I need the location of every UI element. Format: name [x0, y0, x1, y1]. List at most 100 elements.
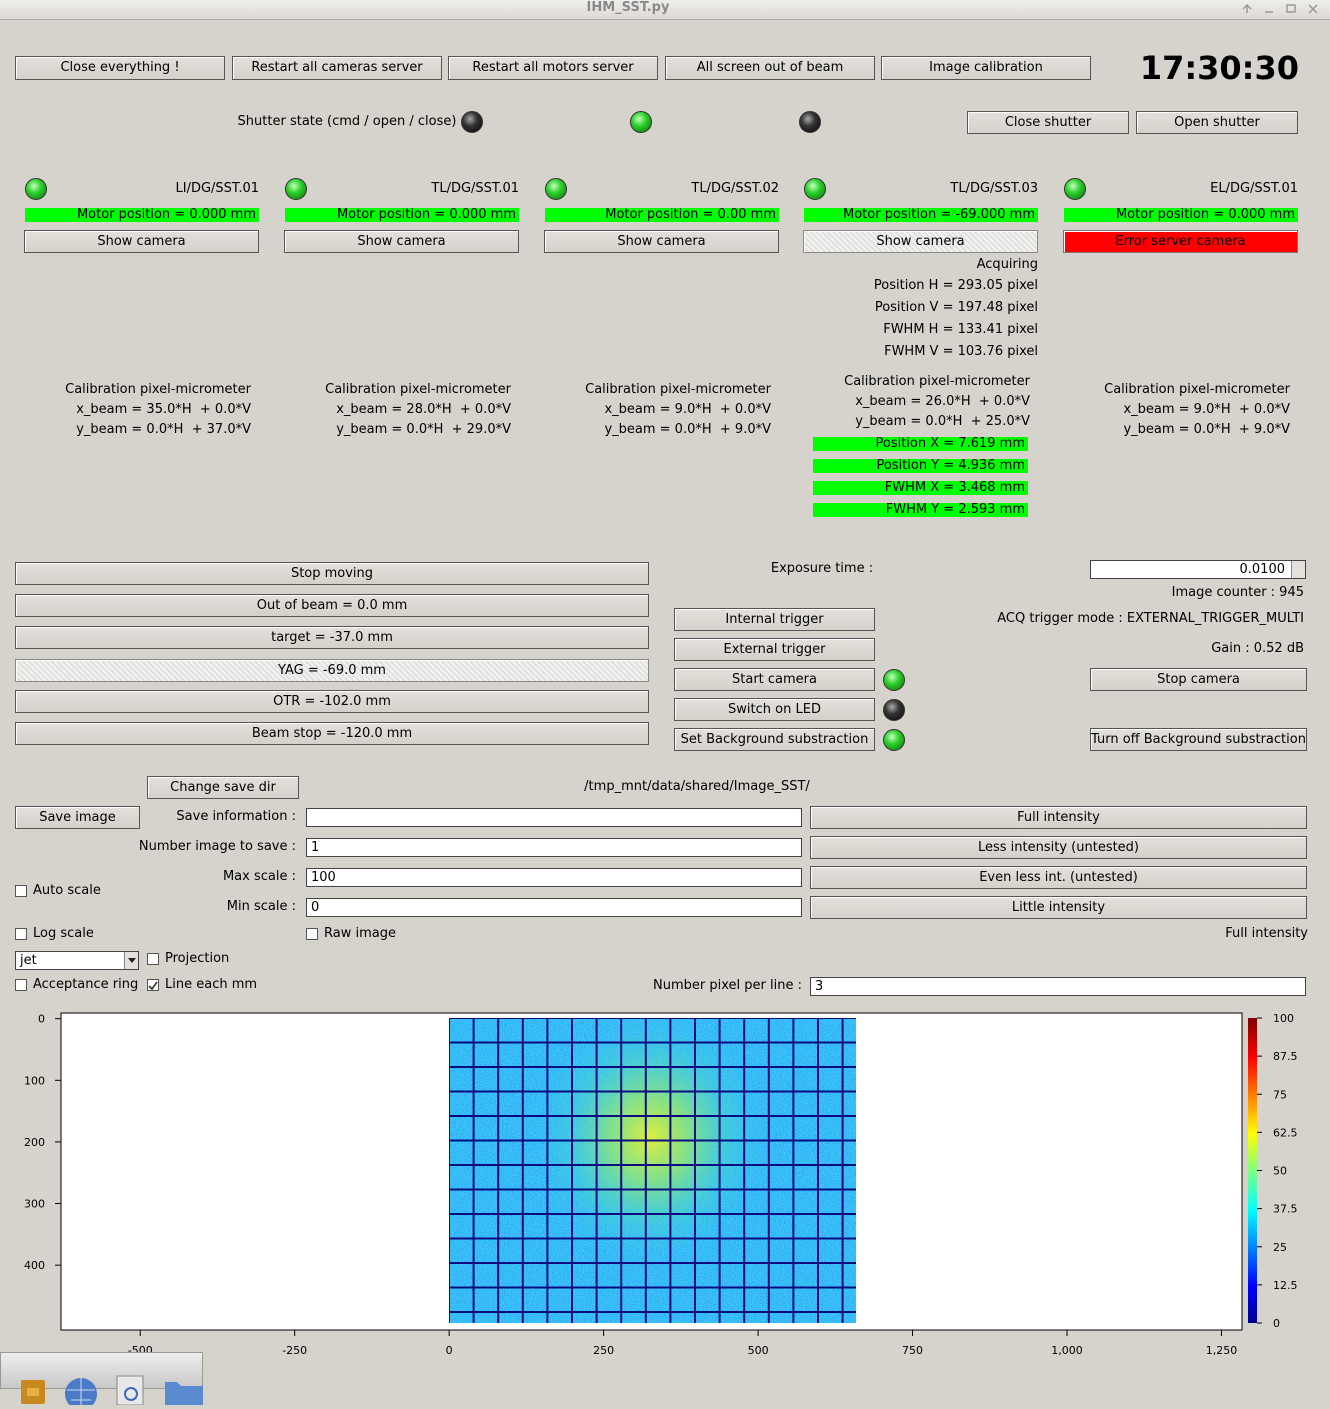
button[interactable]: Less intensity (untested) — [810, 836, 1307, 859]
motor-position: Motor position = 0.00 mm — [545, 208, 779, 222]
field-label: Save information : — [176, 809, 296, 824]
station-name: TL/DG/SST.03 — [950, 181, 1038, 196]
checkbox[interactable] — [15, 979, 27, 991]
button[interactable]: Show camera — [544, 230, 779, 253]
pixel-line-label: Number pixel per line : — [653, 978, 802, 993]
arrow — [128, 958, 136, 963]
button[interactable]: Error server camera — [1063, 230, 1298, 253]
calibration-line: Calibration pixel-micrometer — [65, 382, 251, 397]
button[interactable]: Stop camera — [1090, 668, 1307, 691]
button[interactable]: Set Background substraction — [674, 728, 875, 751]
button[interactable]: Restart all motors server — [448, 56, 658, 80]
x-tick-label: 1,250 — [1206, 1344, 1238, 1357]
calibration-line: x_beam = 9.0*H + 0.0*V — [1123, 402, 1290, 417]
camera-image — [449, 1018, 856, 1323]
combo-arrow[interactable] — [124, 952, 138, 969]
check-mark — [148, 981, 158, 991]
calibration-line: x_beam = 35.0*H + 0.0*V — [76, 402, 251, 417]
y-tick-label: 100 — [24, 1074, 45, 1087]
calibration-line: x_beam = 26.0*H + 0.0*V — [855, 394, 1030, 409]
beam-measure: Position X = 7.619 mm — [813, 437, 1028, 451]
button[interactable]: Close shutter — [967, 111, 1129, 134]
beam-measure: FWHM X = 3.468 mm — [813, 481, 1028, 495]
button[interactable]: Switch on LED — [674, 698, 875, 721]
image-counter: Image counter : 945 — [1171, 585, 1304, 600]
led — [1064, 178, 1086, 200]
led — [285, 178, 307, 200]
button[interactable]: YAG = -69.0 mm — [15, 659, 649, 682]
colorbar-tick-label: 12.5 — [1273, 1279, 1298, 1292]
field-input[interactable]: 0 — [306, 898, 802, 917]
button[interactable]: Open shutter — [1136, 111, 1298, 134]
led — [25, 178, 47, 200]
acquisition-info: FWHM V = 103.76 pixel — [884, 344, 1038, 359]
calibration-line: y_beam = 0.0*H + 9.0*V — [604, 422, 771, 437]
field-input[interactable]: 100 — [306, 868, 802, 887]
checkbox[interactable] — [147, 979, 159, 991]
y-tick-label: 0 — [38, 1013, 45, 1026]
taskbar — [0, 1352, 204, 1409]
led — [630, 111, 652, 133]
led — [883, 669, 905, 691]
button[interactable]: Little intensity — [810, 896, 1307, 919]
button[interactable]: Internal trigger — [674, 608, 875, 631]
x-tick-label: 500 — [748, 1344, 769, 1357]
spin-arrows[interactable] — [1291, 561, 1305, 578]
checkbox[interactable] — [306, 928, 318, 940]
button[interactable]: Image calibration — [881, 56, 1091, 80]
colorbar — [1248, 1018, 1257, 1323]
motor-position: Motor position = 0.000 mm — [1064, 208, 1298, 222]
colormap-combo[interactable]: jet — [15, 951, 139, 970]
motor-position: Motor position = 0.000 mm — [25, 208, 259, 222]
button[interactable]: Beam stop = -120.0 mm — [15, 722, 649, 745]
x-tick-label: 750 — [902, 1344, 923, 1357]
button[interactable]: Restart all cameras server — [232, 56, 442, 80]
button[interactable]: Show camera — [284, 230, 519, 253]
taskbar-icons[interactable] — [5, 1368, 208, 1409]
calibration-line: Calibration pixel-micrometer — [585, 382, 771, 397]
calibration-line: y_beam = 0.0*H + 37.0*V — [76, 422, 251, 437]
led — [804, 178, 826, 200]
x-tick-label: -250 — [282, 1344, 307, 1357]
checkbox[interactable] — [15, 885, 27, 897]
button[interactable]: OTR = -102.0 mm — [15, 690, 649, 713]
button[interactable]: Show camera — [803, 230, 1038, 253]
checkbox-label: Acceptance ring — [33, 977, 139, 992]
button[interactable]: target = -37.0 mm — [15, 626, 649, 649]
checkbox[interactable] — [147, 953, 159, 965]
button[interactable]: Change save dir — [147, 776, 299, 799]
button[interactable]: External trigger — [674, 638, 875, 661]
field-label: Number image to save : — [138, 839, 296, 854]
button[interactable]: Close everything ! — [15, 56, 225, 80]
pixel-line-input[interactable]: 3 — [810, 977, 1306, 996]
checkbox[interactable] — [15, 928, 27, 940]
button[interactable]: Stop moving — [15, 562, 649, 585]
calibration-line: Calibration pixel-micrometer — [1104, 382, 1290, 397]
colorbar-tick-label: 62.5 — [1273, 1126, 1298, 1139]
field-input[interactable] — [306, 808, 802, 827]
led — [883, 699, 905, 721]
colorbar-tick-label: 87.5 — [1273, 1050, 1298, 1063]
button[interactable]: All screen out of beam — [665, 56, 875, 80]
button[interactable]: Start camera — [674, 668, 875, 691]
button[interactable]: Full intensity — [810, 806, 1307, 829]
beam-measure: Position Y = 4.936 mm — [813, 459, 1028, 473]
checkbox-label: Raw image — [324, 926, 396, 941]
window-title: IHM_SST.py — [586, 0, 670, 15]
acquisition-info: Position V = 197.48 pixel — [874, 300, 1038, 315]
led — [545, 178, 567, 200]
gain: Gain : 0.52 dB — [1211, 641, 1304, 656]
field-label: Min scale : — [226, 899, 296, 914]
window-controls[interactable] — [1238, 2, 1328, 16]
colorbar-tick-label: 50 — [1273, 1165, 1287, 1178]
x-tick-label: 250 — [593, 1344, 614, 1357]
button[interactable]: Out of beam = 0.0 mm — [15, 594, 649, 617]
button[interactable]: Show camera — [24, 230, 259, 253]
button[interactable]: Turn off Background substraction — [1090, 728, 1307, 751]
button[interactable]: Save image — [15, 806, 140, 829]
field-input[interactable]: 1 — [306, 838, 802, 857]
button[interactable]: Even less int. (untested) — [810, 866, 1307, 889]
led — [883, 729, 905, 751]
exposure-spinbox[interactable]: 0.0100 — [1090, 560, 1306, 579]
